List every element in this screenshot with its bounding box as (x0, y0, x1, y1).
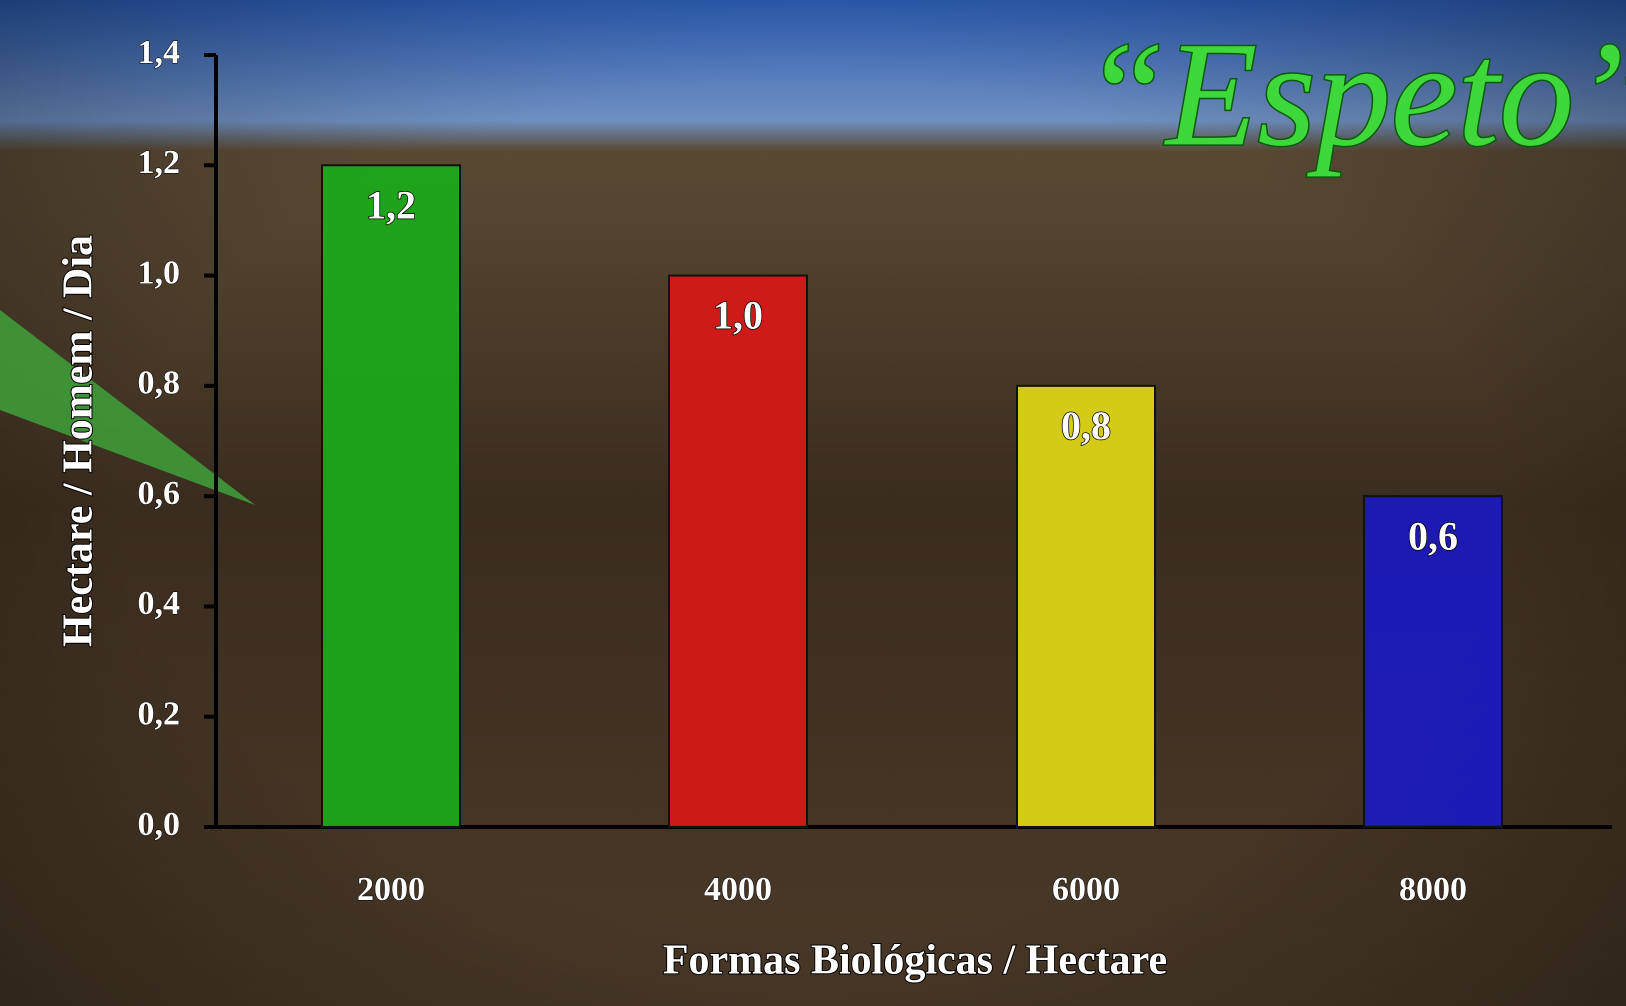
x-tick-label: 6000 (1052, 871, 1120, 908)
x-tick-label: 4000 (704, 871, 772, 908)
value-label: 0,8 (1061, 403, 1111, 448)
bar (321, 164, 461, 829)
y-axis-title: Hectare / Homem / Dia (56, 235, 102, 647)
bar (668, 274, 808, 829)
y-tick-label: 0,6 (138, 475, 181, 512)
y-tick-label: 0,4 (138, 585, 181, 622)
value-label: 1,2 (366, 182, 416, 227)
y-tick-label: 0,8 (138, 365, 181, 402)
x-axis-title: Formas Biológicas / Hectare (663, 938, 1167, 984)
x-tick-label: 8000 (1399, 871, 1467, 908)
value-label: 0,6 (1408, 513, 1458, 558)
y-tick-label: 0,2 (138, 696, 181, 733)
y-tick-label: 0,0 (138, 806, 181, 843)
y-tick-label: 1,4 (138, 34, 181, 71)
y-tick-label: 1,0 (138, 254, 181, 291)
x-tick-label: 2000 (357, 871, 425, 908)
chart-title: “Espeto” (1082, 11, 1626, 177)
bar (1016, 384, 1156, 828)
y-tick-label: 1,2 (138, 144, 181, 181)
bar (1363, 495, 1503, 828)
leaf (0, 310, 255, 505)
value-label: 1,0 (713, 293, 763, 338)
